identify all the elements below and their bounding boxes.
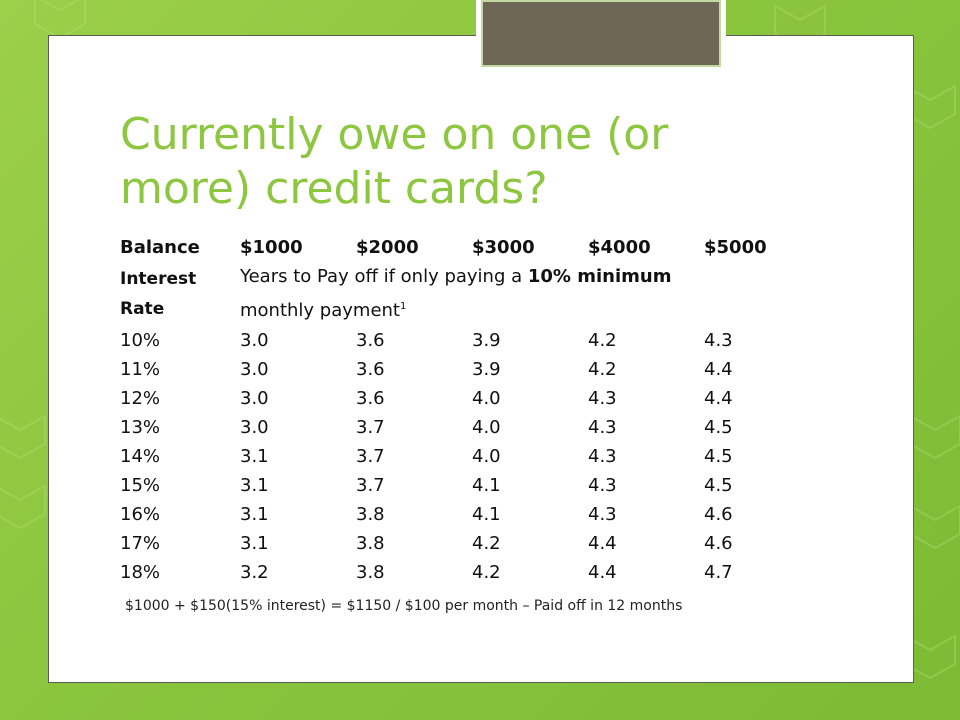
payoff-table: Balance $1000 $2000 $3000 $4000 $5000 In… bbox=[120, 233, 794, 587]
title-tab bbox=[476, 0, 726, 72]
years-cell: 3.0 bbox=[240, 359, 269, 380]
years-cell: 3.2 bbox=[240, 562, 269, 583]
years-cell: 4.5 bbox=[704, 417, 733, 438]
years-cell: 4.3 bbox=[588, 475, 617, 496]
description-row: Interest Rate Years to Pay off if only p… bbox=[120, 262, 794, 326]
years-cell: 3.0 bbox=[240, 417, 269, 438]
years-cell: 3.7 bbox=[356, 417, 385, 438]
years-cell: 4.6 bbox=[704, 533, 733, 554]
years-cell: 3.7 bbox=[356, 446, 385, 467]
years-cell: 4.4 bbox=[704, 388, 733, 409]
years-cell: 3.9 bbox=[472, 330, 501, 351]
table-row: 13% 3.0 3.7 4.0 4.3 4.5 bbox=[120, 413, 794, 442]
years-cell: 4.3 bbox=[588, 504, 617, 525]
years-cell: 3.1 bbox=[240, 475, 269, 496]
interest-rate-label: Interest Rate bbox=[120, 262, 240, 326]
rate-cell: 17% bbox=[120, 533, 161, 554]
balance-col-5: $5000 bbox=[704, 237, 767, 258]
balance-col-4: $4000 bbox=[588, 237, 651, 258]
slide-panel bbox=[48, 35, 914, 683]
table-header-row: Balance $1000 $2000 $3000 $4000 $5000 bbox=[120, 233, 794, 262]
years-cell: 3.6 bbox=[356, 388, 385, 409]
years-cell: 3.1 bbox=[240, 533, 269, 554]
years-cell: 4.3 bbox=[588, 446, 617, 467]
table-row: 18% 3.2 3.8 4.2 4.4 4.7 bbox=[120, 558, 794, 587]
years-cell: 4.0 bbox=[472, 446, 501, 467]
table-row: 11% 3.0 3.6 3.9 4.2 4.4 bbox=[120, 355, 794, 384]
years-cell: 3.0 bbox=[240, 388, 269, 409]
years-cell: 4.5 bbox=[704, 446, 733, 467]
balance-label: Balance bbox=[120, 237, 200, 258]
years-cell: 3.8 bbox=[356, 504, 385, 525]
interest-label-line1: Interest bbox=[120, 269, 197, 289]
years-cell: 4.7 bbox=[704, 562, 733, 583]
balance-col-2: $2000 bbox=[356, 237, 419, 258]
table-row: 15% 3.1 3.7 4.1 4.3 4.5 bbox=[120, 471, 794, 500]
years-cell: 3.6 bbox=[356, 359, 385, 380]
years-cell: 4.5 bbox=[704, 475, 733, 496]
rate-cell: 15% bbox=[120, 475, 161, 496]
years-cell: 4.0 bbox=[472, 417, 501, 438]
balance-col-1: $1000 bbox=[240, 237, 303, 258]
rate-cell: 12% bbox=[120, 388, 161, 409]
years-cell: 4.0 bbox=[472, 388, 501, 409]
years-cell: 4.2 bbox=[588, 359, 617, 380]
years-cell: 4.4 bbox=[704, 359, 733, 380]
years-cell: 3.8 bbox=[356, 533, 385, 554]
years-cell: 4.3 bbox=[588, 388, 617, 409]
years-cell: 3.7 bbox=[356, 475, 385, 496]
years-cell: 4.2 bbox=[472, 562, 501, 583]
footnote-marker: 1 bbox=[399, 301, 407, 312]
table-row: 10% 3.0 3.6 3.9 4.2 4.3 bbox=[120, 326, 794, 355]
rate-cell: 14% bbox=[120, 446, 161, 467]
footnote: $1000 + $150(15% interest) = $1150 / $10… bbox=[125, 598, 683, 614]
years-cell: 4.3 bbox=[588, 417, 617, 438]
description-text: Years to Pay off if only paying a bbox=[240, 266, 528, 287]
years-cell: 4.4 bbox=[588, 533, 617, 554]
table-row: 14% 3.1 3.7 4.0 4.3 4.5 bbox=[120, 442, 794, 471]
years-cell: 4.2 bbox=[472, 533, 501, 554]
table-row: 17% 3.1 3.8 4.2 4.4 4.6 bbox=[120, 529, 794, 558]
rate-cell: 18% bbox=[120, 562, 161, 583]
years-cell: 4.1 bbox=[472, 504, 501, 525]
years-description: Years to Pay off if only paying a 10% mi… bbox=[240, 262, 794, 326]
slide-title: Currently owe on one (or more) credit ca… bbox=[120, 109, 669, 215]
years-cell: 3.1 bbox=[240, 504, 269, 525]
table-row: 16% 3.1 3.8 4.1 4.3 4.6 bbox=[120, 500, 794, 529]
years-cell: 3.1 bbox=[240, 446, 269, 467]
rate-cell: 16% bbox=[120, 504, 161, 525]
description-bold: 10% minimum bbox=[527, 266, 672, 287]
table-row: 12% 3.0 3.6 4.0 4.3 4.4 bbox=[120, 384, 794, 413]
title-tab-inner bbox=[481, 0, 721, 67]
years-cell: 3.8 bbox=[356, 562, 385, 583]
years-cell: 4.6 bbox=[704, 504, 733, 525]
years-cell: 4.4 bbox=[588, 562, 617, 583]
balance-col-3: $3000 bbox=[472, 237, 535, 258]
rate-cell: 13% bbox=[120, 417, 161, 438]
interest-label-line2: Rate bbox=[120, 299, 165, 319]
rate-cell: 10% bbox=[120, 330, 161, 351]
years-cell: 4.3 bbox=[704, 330, 733, 351]
years-cell: 4.2 bbox=[588, 330, 617, 351]
years-cell: 3.6 bbox=[356, 330, 385, 351]
rate-cell: 11% bbox=[120, 359, 161, 380]
years-cell: 3.9 bbox=[472, 359, 501, 380]
description-line2: monthly payment bbox=[240, 300, 400, 321]
years-cell: 3.0 bbox=[240, 330, 269, 351]
years-cell: 4.1 bbox=[472, 475, 501, 496]
